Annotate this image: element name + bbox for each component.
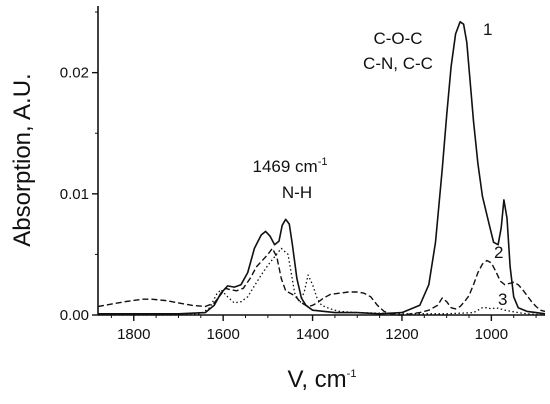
x-ticks: 1800 1600 1400 1200 1000 [110,315,537,343]
x-tick-label-1600: 1600 [206,326,239,343]
annotation-c-o-c: C-O-C [373,29,422,48]
x-axis-title: V, cm-1 [288,366,357,393]
series-label-3: 3 [498,290,507,309]
y-tick-label-2: 0.02 [60,65,89,82]
y-ticks: 0.00 0.01 0.02 [60,11,98,324]
series-line-2 [97,247,546,316]
y-tick-label-0: 0.00 [60,307,89,324]
series-label-2: 2 [494,243,503,262]
series-line-3 [98,247,546,316]
x-tick-label-1200: 1200 [385,326,418,343]
y-axis-title: Absorption, A.U. [9,73,36,246]
annotation-1469: 1469 cm-1 [253,156,328,176]
series-label-1: 1 [483,20,492,39]
x-tick-label-1800: 1800 [117,326,150,343]
annotation-c-n-c-c: C-N, C-C [363,54,433,73]
annotation-n-h: N-H [282,183,312,202]
x-tick-label-1000: 1000 [475,326,508,343]
series-layer [97,20,546,316]
y-tick-label-1: 0.01 [60,186,89,203]
x-tick-label-1400: 1400 [296,326,329,343]
